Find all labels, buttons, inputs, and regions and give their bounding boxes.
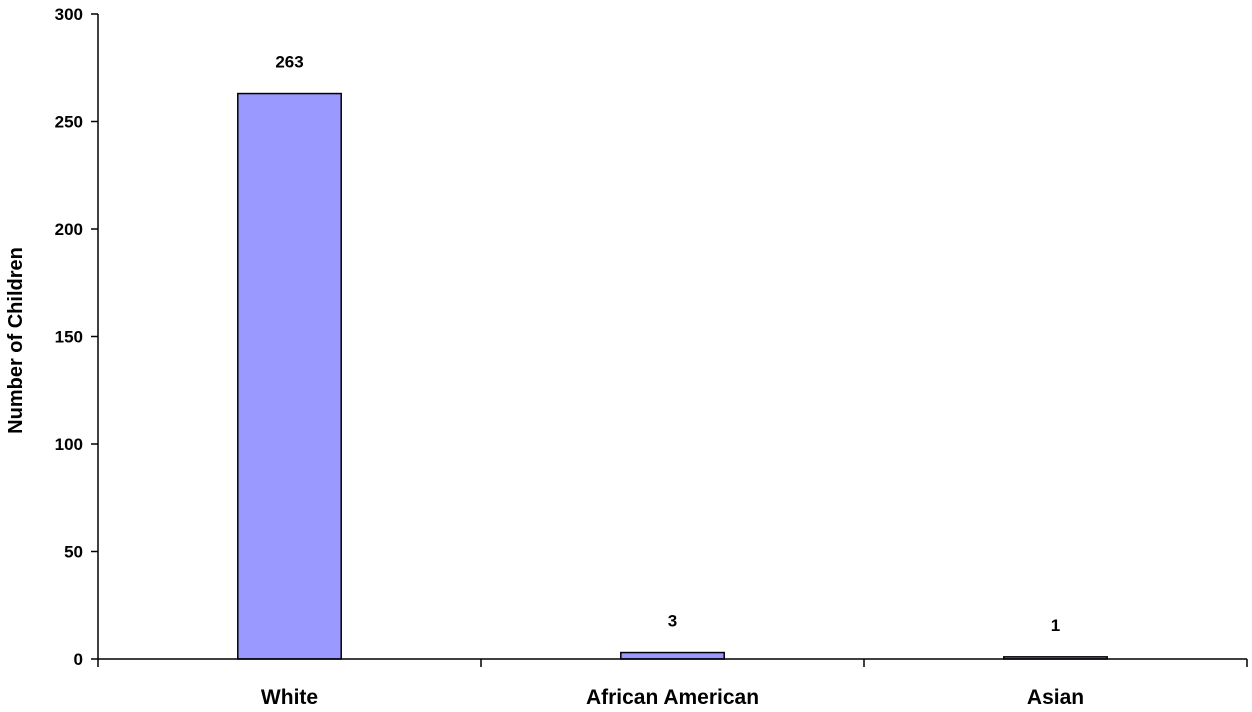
y-tick-label: 150	[55, 328, 83, 347]
x-category-label: Asian	[1027, 686, 1084, 709]
x-axis-ticks	[98, 659, 1247, 667]
bar-african-american	[621, 653, 724, 659]
data-labels: 263 3 1	[275, 53, 1060, 635]
y-axis-title: Number of Children	[5, 247, 27, 434]
y-axis-ticks: 0 50 100 150 200 250 300	[55, 5, 98, 669]
x-category-label: African American	[586, 686, 759, 709]
y-tick-label: 300	[55, 5, 83, 24]
y-tick-label: 250	[55, 113, 83, 132]
data-label: 1	[1051, 616, 1060, 635]
bar-white	[238, 94, 341, 659]
data-label: 263	[275, 53, 303, 72]
x-category-label: White	[261, 686, 318, 709]
data-label: 3	[668, 612, 677, 631]
y-tick-label: 100	[55, 435, 83, 454]
y-tick-label: 200	[55, 220, 83, 239]
category-labels: White African American Asian	[261, 686, 1084, 709]
y-tick-label: 50	[64, 543, 83, 562]
bar-series	[238, 94, 1107, 659]
y-tick-label: 0	[74, 650, 83, 669]
